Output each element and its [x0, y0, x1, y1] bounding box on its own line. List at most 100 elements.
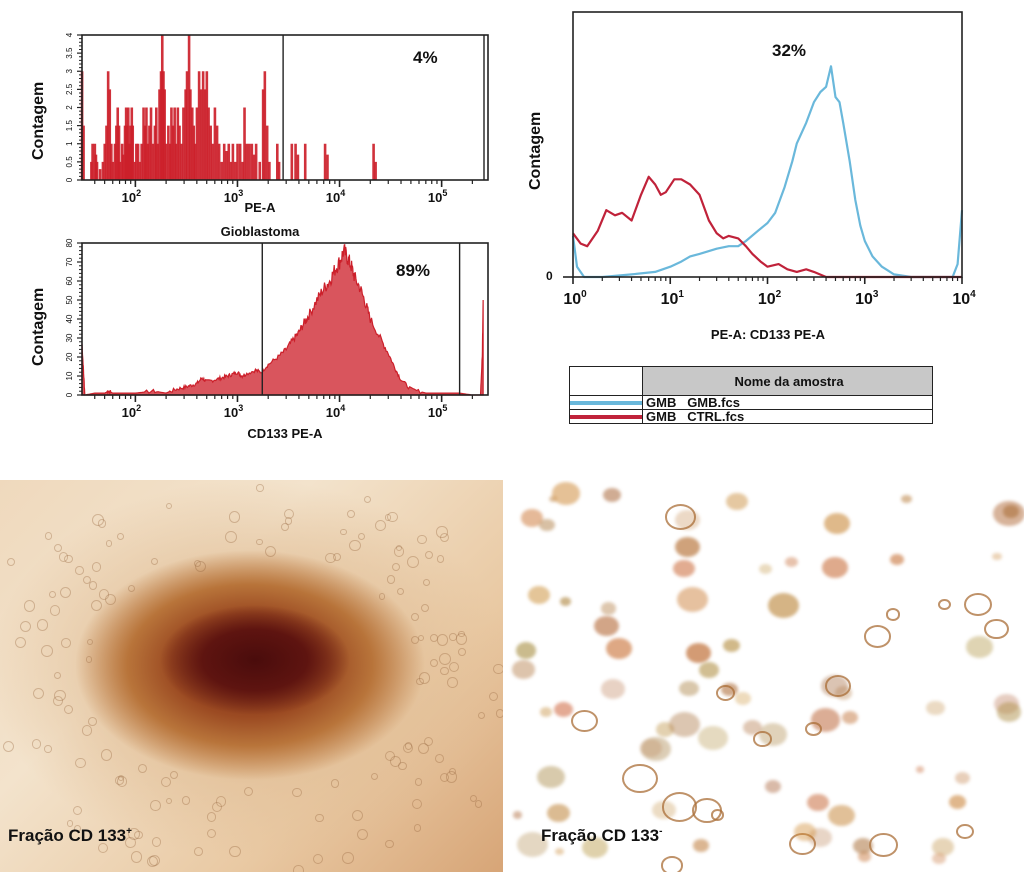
x-tick-exponent: 4 [340, 403, 345, 413]
histogram-bar [296, 154, 300, 180]
histogram-bar [213, 107, 217, 180]
cell-speck [20, 620, 32, 633]
cell-speck [181, 796, 191, 805]
cell-blob [512, 660, 535, 679]
y-tick-label: 1 [65, 141, 74, 146]
cell-blob [857, 851, 871, 862]
legend-swatch-cell [569, 409, 643, 424]
cell-speck [398, 761, 407, 771]
histogram-bar [222, 143, 226, 180]
cell-blob [789, 833, 816, 856]
histogram-bar [245, 143, 249, 180]
cell-blob [767, 593, 799, 618]
x-tick-label: 102 [122, 403, 141, 420]
cell-speck [397, 587, 405, 596]
histogram-bar [225, 151, 228, 180]
histogram-bar [82, 125, 85, 180]
cell-blob [765, 780, 782, 793]
cell-speck [412, 798, 423, 809]
histogram-bar [145, 107, 148, 180]
cell-speck [194, 846, 203, 856]
histogram-bar [209, 125, 212, 180]
cell-speck [333, 553, 341, 562]
cell-blob [954, 771, 971, 785]
y-tick-label: 2.5 [65, 83, 74, 95]
histogram-bar [138, 161, 142, 180]
histogram-bar [149, 107, 153, 180]
cell-speck [82, 575, 92, 585]
histogram-bar [103, 143, 107, 180]
cell-speck [228, 845, 241, 858]
photo-caption: Fração CD 133- [541, 826, 663, 845]
cell-speck [86, 638, 94, 646]
histogram-bar [326, 154, 329, 180]
cell-speck [439, 532, 449, 542]
legend-sample: GMB [646, 395, 677, 410]
cell-blob [674, 536, 701, 557]
cell-blob [539, 707, 552, 717]
cell-blob [723, 638, 740, 652]
cell-speck [375, 520, 387, 532]
histogram-bar [115, 125, 118, 180]
cell-blob [664, 504, 697, 530]
y-tick-label: 0 [65, 177, 74, 182]
histogram-bar [243, 107, 246, 180]
cell-blob [784, 556, 799, 568]
cell-speck [137, 763, 147, 773]
histogram-bar [135, 143, 138, 180]
y-tick-label: 70 [65, 257, 74, 266]
cell-blob [807, 793, 830, 811]
legend-swatch-blue [570, 400, 642, 405]
cell-blob [571, 709, 599, 732]
x-tick-exponent: 4 [340, 188, 345, 198]
cell-blob [622, 764, 658, 794]
histogram-bar [148, 125, 151, 180]
cell-speck [430, 659, 439, 668]
histogram-bar [180, 143, 183, 180]
histogram-bar [153, 125, 157, 180]
cell-speck [44, 745, 52, 753]
cell-speck [439, 653, 451, 665]
cell-speck [207, 829, 217, 839]
histogram-bars [80, 35, 377, 180]
cell-speck [378, 592, 386, 600]
gate-percent-label: 32% [772, 41, 806, 60]
y-zero-label: 0 [546, 269, 553, 283]
cell-blob [827, 804, 855, 826]
cell-speck [330, 779, 340, 788]
histogram-bar [231, 143, 235, 180]
histogram-bar [233, 161, 237, 180]
x-tick-exponent: 2 [776, 289, 782, 300]
cell-speck [292, 787, 303, 798]
cell-speck [133, 830, 143, 840]
y-tick-label: 3.5 [65, 47, 74, 59]
histogram-bar [277, 161, 281, 180]
cell-blob [679, 680, 699, 697]
histogram-bar [146, 143, 150, 180]
cell-blob [512, 811, 523, 819]
cell-blob [823, 513, 851, 535]
cell-speck [23, 600, 36, 612]
section-title: Gioblastoma [221, 224, 301, 239]
cell-speck [75, 566, 84, 575]
legend-header: Nome da amostra [642, 366, 933, 396]
y-tick-label: 2 [65, 105, 74, 110]
x-tick-label: 103 [224, 403, 243, 420]
cell-speck [411, 635, 420, 644]
cell-speck [393, 546, 404, 557]
cell-speck [475, 800, 483, 808]
cell-speck [66, 819, 74, 827]
cell-blob [931, 852, 946, 864]
x-tick-exponent: 3 [238, 403, 243, 413]
histogram-bar [303, 143, 307, 180]
series-line-ctrl [572, 175, 962, 279]
cell-speck [424, 550, 433, 559]
histogram-bar [263, 71, 267, 180]
cell-blob [793, 823, 816, 842]
histogram-bar [252, 154, 256, 180]
cell-speck [493, 663, 503, 674]
cell-speck [410, 612, 419, 621]
histogram-bar [185, 71, 189, 180]
histogram-bar [101, 161, 105, 180]
cell-speck [91, 561, 102, 572]
